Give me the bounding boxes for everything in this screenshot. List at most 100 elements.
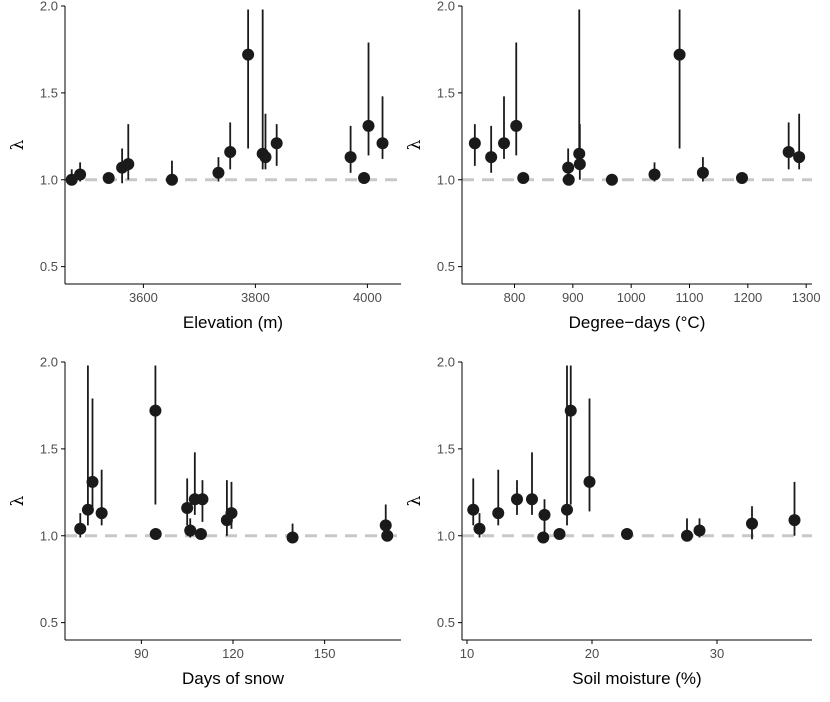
data-point (621, 528, 633, 541)
data-point (696, 166, 709, 179)
y-tick-label: 1.5 (437, 85, 455, 100)
data-point (362, 119, 375, 132)
data-point (194, 528, 207, 541)
y-axis-title: λ (8, 495, 28, 506)
data-point (562, 161, 575, 174)
data-point (648, 168, 661, 181)
data-point (605, 173, 618, 186)
x-axis-title: Degree−days (°C) (569, 313, 706, 332)
y-tick-label: 1.0 (40, 172, 58, 187)
data-point (86, 475, 99, 488)
data-point (537, 531, 550, 544)
x-axis-title: Days of snow (182, 669, 285, 688)
data-point (573, 158, 586, 171)
y-tick-label: 1.5 (40, 85, 58, 100)
data-point (270, 137, 283, 150)
x-tick-label: 10 (460, 646, 474, 661)
x-tick-label: 1300 (792, 290, 821, 305)
x-tick-label: 150 (314, 646, 336, 661)
panel-4: 0.5 1.0 1.5 2.0 10 20 30 Soil moisture (%) λ (405, 355, 812, 688)
x-tick-label: 3800 (241, 290, 270, 305)
x-tick-label: 900 (562, 290, 584, 305)
data-point (165, 173, 178, 186)
y-axis-title: λ (405, 139, 425, 150)
data-point (286, 531, 299, 544)
data-point (746, 517, 758, 530)
y-tick-label: 1.0 (437, 172, 455, 187)
y-tick-label: 1.5 (40, 441, 58, 456)
x-tick-label: 3600 (129, 290, 158, 305)
y-tick-label: 1.0 (40, 528, 58, 543)
y-tick-label: 0.5 (437, 615, 455, 630)
data-point (102, 172, 115, 185)
data-point (510, 119, 523, 132)
x-tick-label: 4000 (353, 290, 382, 305)
data-point (149, 528, 162, 541)
data-point (181, 501, 194, 514)
data-point (344, 151, 357, 164)
data-point (196, 493, 209, 506)
data-point (782, 145, 795, 158)
data-point (376, 137, 389, 150)
data-point (95, 507, 108, 520)
data-point (526, 493, 538, 506)
data-point (467, 503, 480, 516)
x-axis-title: Elevation (m) (183, 313, 283, 332)
data-point (224, 145, 237, 158)
x-tick-label: 20 (585, 646, 599, 661)
y-tick-label: 0.5 (40, 615, 58, 630)
data-point (583, 475, 596, 488)
data-point (358, 172, 371, 185)
data-point (538, 508, 551, 521)
panel-2: 0.5 1.0 1.5 2.0 800 900 1000 1100 1200 1300 Degree… (405, 0, 821, 332)
data-point (681, 529, 693, 542)
y-tick-label: 0.5 (40, 259, 58, 274)
y-axis-title: λ (405, 495, 425, 506)
data-point (473, 522, 486, 535)
data-point (184, 524, 197, 537)
x-tick-label: 90 (134, 646, 148, 661)
data-point (693, 524, 706, 537)
x-tick-label: 1000 (617, 290, 646, 305)
data-point (259, 151, 272, 164)
data-point (74, 522, 87, 535)
data-point (122, 158, 135, 171)
y-tick-label: 1.0 (437, 528, 455, 543)
data-point (74, 168, 87, 181)
data-point (149, 404, 162, 417)
data-point (485, 151, 498, 164)
y-tick-label: 2.0 (437, 355, 455, 370)
data-point (468, 137, 481, 150)
data-point (492, 507, 505, 520)
x-tick-label: 1200 (733, 290, 762, 305)
data-point (242, 48, 255, 61)
y-tick-label: 2.0 (437, 0, 455, 14)
data-point (81, 503, 94, 516)
y-tick-label: 0.5 (437, 259, 455, 274)
data-point (788, 514, 801, 527)
x-tick-label: 800 (504, 290, 526, 305)
y-tick-label: 1.5 (437, 441, 455, 456)
y-tick-label: 2.0 (40, 0, 58, 14)
data-point (573, 147, 586, 160)
data-point (564, 404, 577, 417)
x-tick-label: 30 (710, 646, 724, 661)
data-point (379, 519, 392, 532)
panel-3: 0.5 1.0 1.5 2.0 90 120 150 Days of snow λ (8, 355, 401, 688)
panel-1: 0.5 1.0 1.5 2.0 3600 3800 4000 Elevation (m) λ (8, 0, 401, 332)
data-point (498, 137, 510, 150)
x-axis-title: Soil moisture (%) (572, 669, 701, 688)
y-axis-title: λ (8, 139, 28, 150)
data-point (673, 48, 686, 61)
data-point (553, 528, 566, 541)
data-point (381, 529, 394, 542)
x-tick-label: 120 (222, 646, 244, 661)
data-point (562, 173, 575, 186)
data-point (736, 172, 748, 185)
data-point (561, 503, 573, 516)
data-point (517, 172, 530, 185)
x-tick-label: 1100 (676, 290, 704, 305)
data-point (511, 493, 523, 506)
